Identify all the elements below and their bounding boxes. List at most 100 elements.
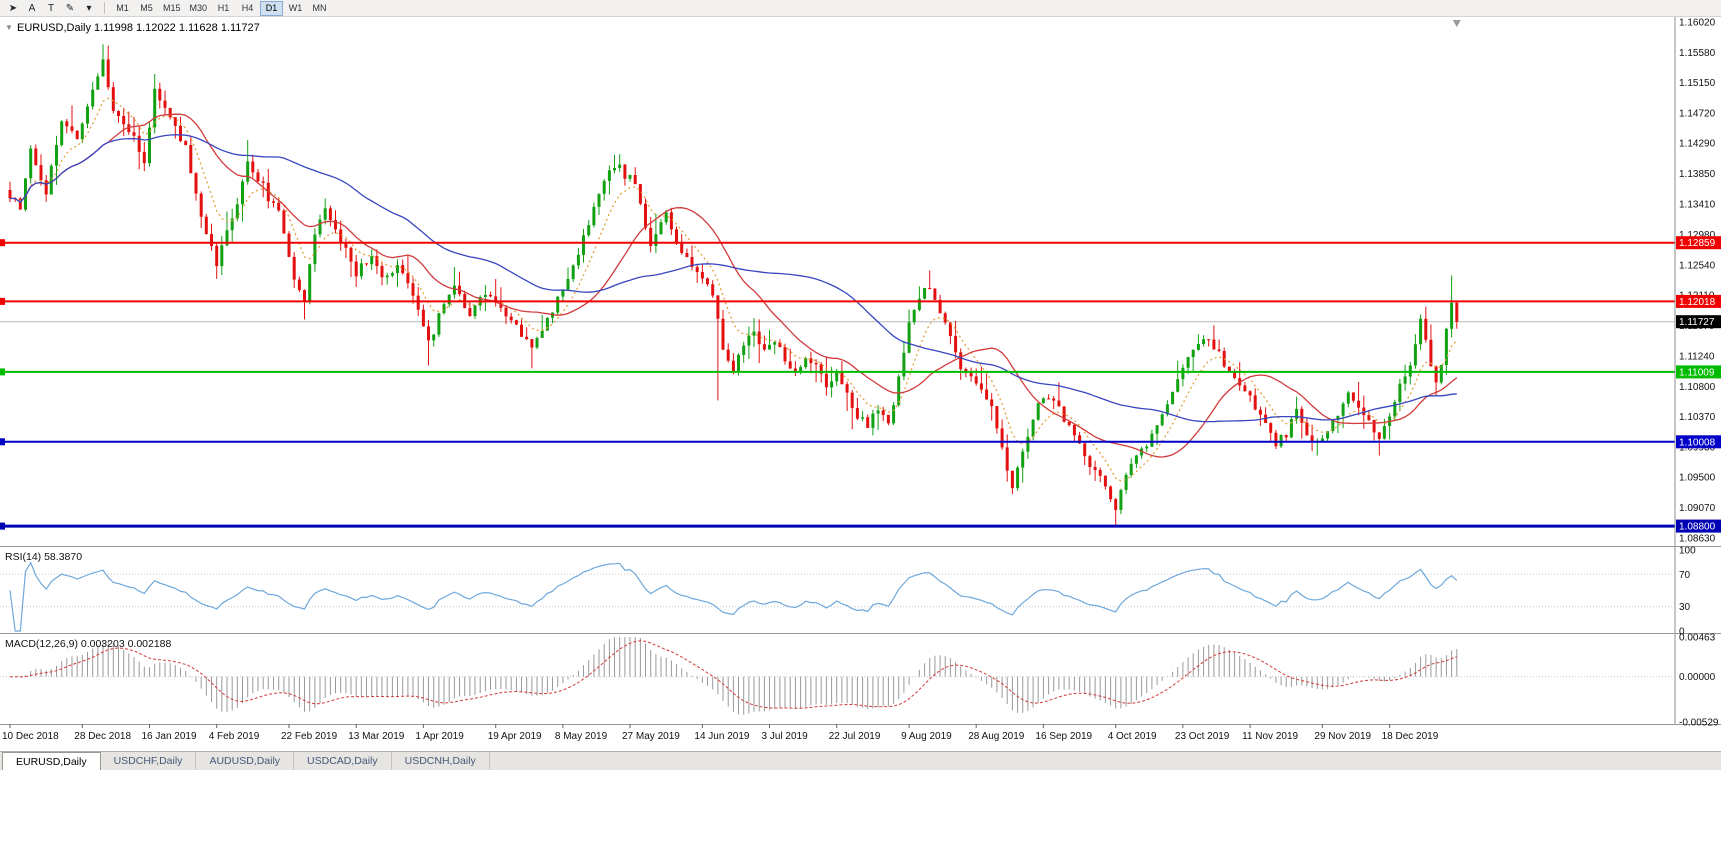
price-axis[interactable]: 1.16020 1.15580 1.15150 1.14720 1.14290 1.138…: [1674, 17, 1721, 724]
drawing-tools-group: ➤ A T ✎ ▾: [4, 1, 98, 16]
current-price-badge: [1676, 315, 1721, 329]
svg-text:1.11009: 1.11009: [1679, 367, 1715, 378]
timeframe-m15-button[interactable]: M15: [159, 1, 185, 16]
svg-text:1.12018: 1.12018: [1679, 297, 1716, 308]
rsi-panel: 100 70 30 0 RSI(14) 58.3870: [0, 546, 1696, 638]
support-price-badge: [1676, 435, 1721, 449]
svg-text:4 Feb 2019: 4 Feb 2019: [209, 731, 260, 742]
horizontal-lines-group[interactable]: [0, 239, 1675, 530]
top-toolbar: ➤ A T ✎ ▾ M1 M5 M15 M30 H1 H4 D1 W1 MN: [0, 0, 1721, 17]
svg-text:10 Dec 2018: 10 Dec 2018: [2, 731, 59, 742]
text-label-icon[interactable]: T: [42, 1, 60, 16]
svg-text:-0.00529: -0.00529: [1679, 718, 1719, 729]
support-line-anchor[interactable]: [0, 522, 5, 530]
ma-sma-20-line: [9, 113, 1458, 458]
chart-tab-eurusd[interactable]: EURUSD,Daily: [2, 752, 101, 770]
svg-text:1.10008: 1.10008: [1679, 437, 1716, 448]
svg-text:27 May 2019: 27 May 2019: [622, 731, 680, 742]
macd-signal-line: [10, 640, 1457, 709]
resistance-price-badge: [1676, 236, 1721, 250]
svg-text:70: 70: [1679, 570, 1691, 581]
draw-icon[interactable]: ✎: [61, 1, 79, 16]
svg-text:1.14290: 1.14290: [1679, 138, 1716, 149]
svg-text:29 Nov 2019: 29 Nov 2019: [1314, 731, 1371, 742]
rsi-label: RSI(14) 58.3870: [5, 551, 82, 563]
svg-text:22 Feb 2019: 22 Feb 2019: [281, 731, 338, 742]
collapse-indicators-icon[interactable]: ▼: [5, 23, 13, 32]
svg-text:0.00000: 0.00000: [1679, 672, 1716, 683]
svg-text:9 Aug 2019: 9 Aug 2019: [901, 731, 952, 742]
chart-tab-usdcnh[interactable]: USDCNH,Daily: [392, 752, 490, 770]
svg-text:3 Jul 2019: 3 Jul 2019: [762, 731, 809, 742]
price-chart-canvas[interactable]: ▼ EURUSD,Daily 1.11998 1.12022 1.11628 1.…: [0, 17, 1721, 751]
timeframe-h1-button[interactable]: H1: [212, 1, 235, 16]
svg-text:1.10800: 1.10800: [1679, 382, 1716, 393]
macd-label: MACD(12,26,9) 0.003203 0.002188: [5, 638, 172, 650]
svg-text:1.08630: 1.08630: [1679, 534, 1716, 545]
chart-title-ohlc: EURUSD,Daily 1.11998 1.12022 1.11628 1.1…: [17, 22, 260, 34]
chart-tab-audusd[interactable]: AUDUSD,Daily: [196, 752, 295, 770]
svg-text:28 Aug 2019: 28 Aug 2019: [968, 731, 1025, 742]
svg-text:1.09070: 1.09070: [1679, 503, 1716, 514]
chart-background: [0, 17, 1721, 751]
chart-tab-usdcad[interactable]: USDCAD,Daily: [294, 752, 392, 770]
svg-text:1.13850: 1.13850: [1679, 169, 1716, 180]
svg-text:1.10370: 1.10370: [1679, 412, 1716, 423]
resistance-line-anchor[interactable]: [0, 297, 5, 305]
svg-text:1.12859: 1.12859: [1679, 238, 1716, 249]
timeframe-d1-button[interactable]: D1: [260, 0, 284, 16]
timeframe-h4-button[interactable]: H4: [236, 1, 259, 16]
timeframe-mn-button[interactable]: MN: [308, 1, 331, 16]
ma-ema-8-line: [10, 97, 1458, 482]
timeframe-buttons-group: M1 M5 M15 M30 H1 H4 D1 W1 MN: [111, 0, 331, 16]
svg-text:100: 100: [1679, 546, 1696, 557]
svg-text:22 Jul 2019: 22 Jul 2019: [829, 731, 881, 742]
support-price-badge: [1676, 365, 1721, 379]
timeframe-m30-button[interactable]: M30: [186, 1, 212, 16]
svg-text:4 Oct 2019: 4 Oct 2019: [1108, 731, 1157, 742]
svg-text:14 Jun 2019: 14 Jun 2019: [694, 731, 749, 742]
svg-text:1.11240: 1.11240: [1679, 351, 1715, 362]
chart-area[interactable]: ▼ EURUSD,Daily 1.11998 1.12022 1.11628 1.…: [0, 17, 1721, 751]
ma-sma-50-line: [9, 134, 1457, 423]
resistance-price-badge: [1676, 294, 1721, 308]
timeframe-w1-button[interactable]: W1: [284, 1, 307, 16]
svg-text:1.08800: 1.08800: [1679, 522, 1716, 533]
chart-tab-bar: EURUSD,Daily USDCHF,Daily AUDUSD,Daily USDC…: [0, 751, 1721, 770]
svg-text:13 Mar 2019: 13 Mar 2019: [348, 731, 405, 742]
svg-text:1.15150: 1.15150: [1679, 78, 1716, 89]
support-line-anchor[interactable]: [0, 438, 5, 446]
support-price-badge: [1676, 519, 1721, 533]
svg-text:23 Oct 2019: 23 Oct 2019: [1175, 731, 1230, 742]
chart-shift-marker-icon[interactable]: [1452, 20, 1461, 27]
svg-text:16 Jan 2019: 16 Jan 2019: [142, 731, 197, 742]
svg-text:19 Apr 2019: 19 Apr 2019: [488, 731, 542, 742]
macd-panel: 0.00463 0.00000 -0.00529 MACD(12,26,9) 0.00…: [0, 633, 1719, 729]
rsi-line: [9, 561, 1458, 632]
svg-text:28 Dec 2018: 28 Dec 2018: [74, 731, 131, 742]
svg-text:1.11727: 1.11727: [1679, 317, 1715, 328]
svg-text:8 May 2019: 8 May 2019: [555, 731, 608, 742]
svg-text:18 Dec 2019: 18 Dec 2019: [1382, 731, 1439, 742]
resistance-line-anchor[interactable]: [0, 239, 5, 247]
toolbar-separator: [104, 2, 105, 14]
timeframe-m5-button[interactable]: M5: [135, 1, 158, 16]
date-axis[interactable]: 10 Dec 2018 28 Dec 2018 16 Jan 2019 4 Feb 2…: [2, 724, 1439, 742]
svg-text:1.14720: 1.14720: [1679, 108, 1716, 119]
svg-text:0.00463: 0.00463: [1679, 633, 1716, 644]
svg-text:1.09500: 1.09500: [1679, 473, 1716, 484]
svg-text:1.16020: 1.16020: [1679, 18, 1716, 29]
timeframe-m1-button[interactable]: M1: [111, 1, 134, 16]
svg-text:11 Nov 2019: 11 Nov 2019: [1242, 731, 1298, 742]
draw-dropdown-icon[interactable]: ▾: [80, 1, 98, 16]
support-line-anchor[interactable]: [0, 368, 5, 376]
svg-text:0: 0: [1679, 627, 1685, 638]
cursor-icon[interactable]: ➤: [4, 1, 22, 16]
svg-text:1.12980: 1.12980: [1679, 230, 1716, 241]
svg-text:1 Apr 2019: 1 Apr 2019: [415, 731, 464, 742]
empty-bottom-area: [0, 770, 1721, 842]
chart-tab-usdchf[interactable]: USDCHF,Daily: [101, 752, 197, 770]
text-icon[interactable]: A: [23, 1, 41, 16]
svg-text:1.13410: 1.13410: [1679, 200, 1716, 211]
